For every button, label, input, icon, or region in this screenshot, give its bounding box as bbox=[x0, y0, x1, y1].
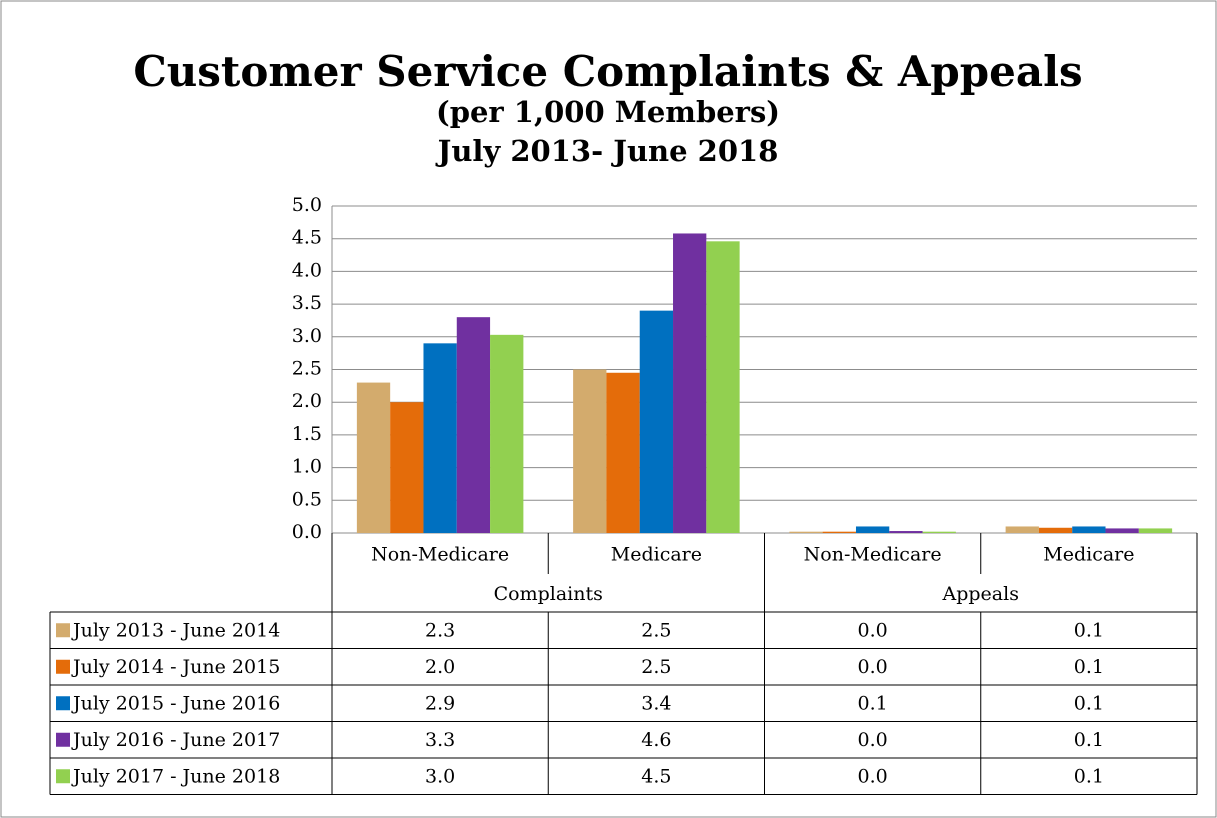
table-value: 0.1 bbox=[1074, 619, 1104, 641]
table-value: 3.3 bbox=[425, 729, 455, 751]
x-tick-label: Medicare bbox=[1043, 544, 1134, 566]
y-tick-label: 1.0 bbox=[292, 456, 322, 478]
table-value: 3.4 bbox=[641, 692, 671, 714]
bar bbox=[1072, 526, 1106, 533]
bar bbox=[1105, 528, 1139, 533]
x-tick-label: Non-Medicare bbox=[804, 544, 942, 566]
group-label: Complaints bbox=[494, 583, 603, 605]
table-value: 0.0 bbox=[858, 619, 888, 641]
bar bbox=[639, 310, 674, 533]
bar bbox=[1005, 526, 1039, 533]
legend-swatch bbox=[56, 769, 70, 784]
legend-label: July 2015 - June 2016 bbox=[71, 692, 280, 714]
table-value: 2.9 bbox=[425, 692, 455, 714]
legend-label: July 2017 - June 2018 bbox=[71, 765, 280, 787]
y-tick-label: 3.5 bbox=[292, 292, 322, 314]
y-tick-label: 0.5 bbox=[292, 488, 322, 510]
legend-swatch bbox=[56, 696, 70, 711]
table-value: 2.5 bbox=[641, 656, 671, 678]
table-value: 0.1 bbox=[1074, 729, 1104, 751]
table-value: 3.0 bbox=[425, 765, 455, 787]
bar bbox=[573, 369, 607, 533]
bar bbox=[356, 382, 391, 533]
y-tick-label: 5.0 bbox=[292, 194, 322, 216]
legend-label: July 2013 - June 2014 bbox=[71, 619, 280, 641]
y-tick-label: 4.0 bbox=[292, 259, 322, 281]
x-tick-label: Medicare bbox=[611, 544, 702, 566]
bar bbox=[390, 402, 424, 533]
group-label: Appeals bbox=[942, 583, 1019, 605]
chart-title: Customer Service Complaints & Appeals bbox=[133, 47, 1082, 96]
table-value: 0.0 bbox=[858, 656, 888, 678]
bar bbox=[490, 334, 524, 533]
bar bbox=[1138, 528, 1173, 533]
y-tick-label: 4.5 bbox=[292, 227, 322, 249]
table-value: 0.1 bbox=[858, 692, 888, 714]
table-value: 2.0 bbox=[425, 656, 455, 678]
bar bbox=[822, 531, 856, 533]
table-value: 4.6 bbox=[641, 729, 671, 751]
table-value: 0.1 bbox=[1074, 656, 1104, 678]
bar bbox=[922, 531, 956, 533]
bar bbox=[1038, 527, 1073, 533]
bar bbox=[789, 531, 823, 533]
chart-subtitle: July 2013- June 2018 bbox=[435, 134, 779, 168]
y-tick-label: 1.5 bbox=[292, 423, 322, 445]
bar bbox=[606, 372, 640, 533]
bar bbox=[855, 526, 890, 533]
legend-label: July 2016 - June 2017 bbox=[71, 729, 280, 751]
legend-swatch bbox=[56, 623, 70, 638]
table-value: 0.1 bbox=[1074, 765, 1104, 787]
chart-subtitle: (per 1,000 Members) bbox=[436, 95, 780, 129]
y-tick-label: 3.0 bbox=[292, 325, 322, 347]
bar bbox=[889, 531, 923, 533]
bar bbox=[673, 233, 707, 533]
bar bbox=[706, 241, 740, 534]
table-value: 2.3 bbox=[425, 619, 455, 641]
bar bbox=[423, 343, 457, 533]
table-value: 2.5 bbox=[641, 619, 671, 641]
y-tick-label: 2.0 bbox=[292, 390, 322, 412]
table-value: 0.1 bbox=[1074, 692, 1104, 714]
x-tick-label: Non-Medicare bbox=[371, 544, 509, 566]
y-tick-label: 2.5 bbox=[292, 358, 322, 380]
table-value: 0.0 bbox=[858, 729, 888, 751]
legend-label: July 2014 - June 2015 bbox=[71, 656, 280, 678]
bar bbox=[456, 317, 491, 533]
legend-swatch bbox=[56, 732, 70, 747]
table-value: 4.5 bbox=[641, 765, 671, 787]
y-tick-label: 0.0 bbox=[292, 521, 322, 543]
legend-swatch bbox=[56, 659, 70, 674]
table-value: 0.0 bbox=[858, 765, 888, 787]
